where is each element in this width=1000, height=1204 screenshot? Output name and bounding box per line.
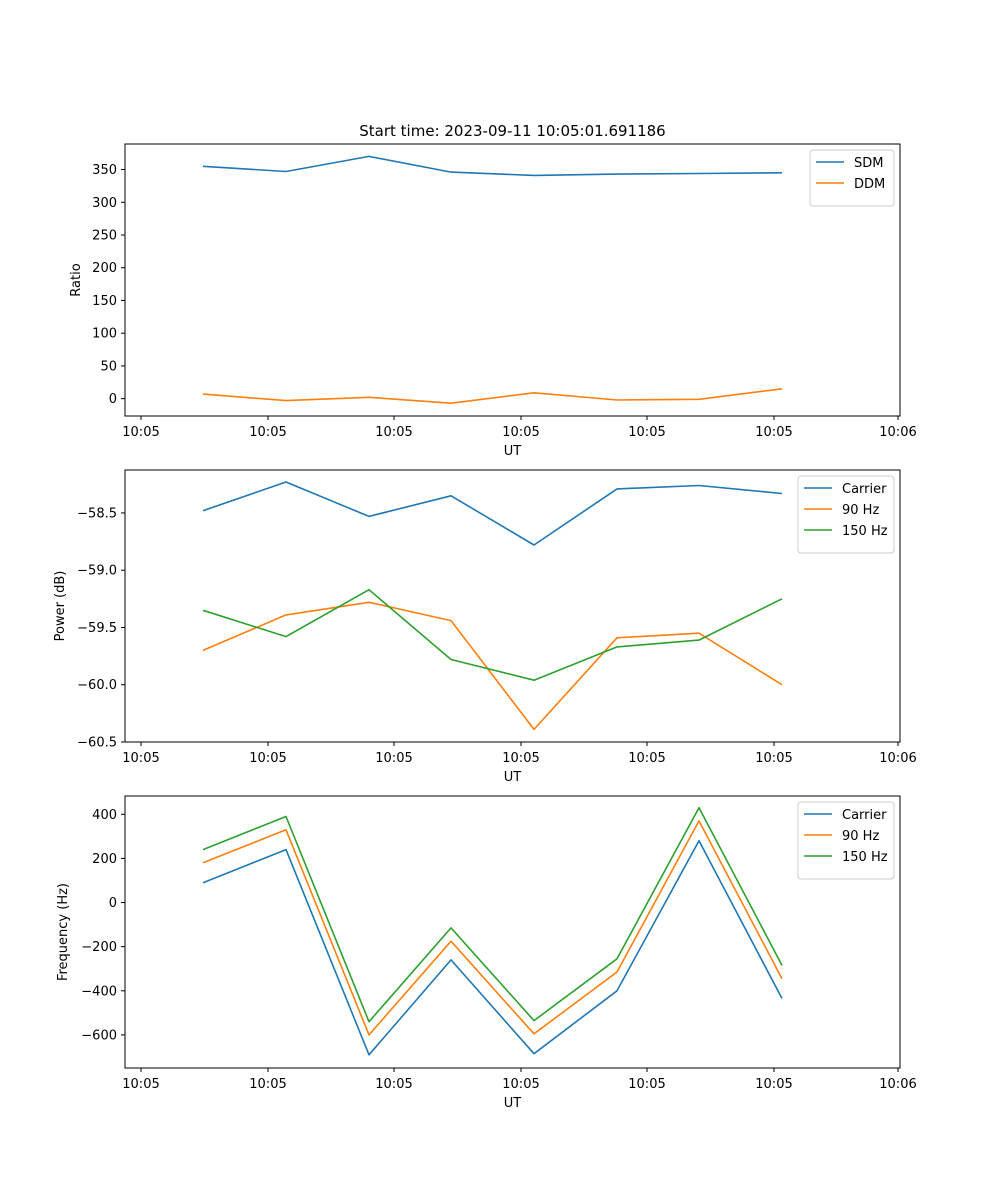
- x-tick-label: 10:05: [122, 751, 159, 766]
- chart-title: Start time: 2023-09-11 10:05:01.691186: [359, 122, 665, 140]
- x-tick-label: 10:06: [879, 425, 916, 440]
- y-tick-label: 0: [109, 896, 117, 911]
- legend-label: 150 Hz: [842, 850, 888, 865]
- legend: SDM DDM: [809, 149, 895, 207]
- y-tick-label: 200: [92, 261, 117, 276]
- series-line-carrier: [202, 481, 783, 546]
- y-tick-label: 50: [100, 359, 117, 374]
- legend-label: 90 Hz: [842, 829, 879, 844]
- axes-frame: [124, 469, 901, 743]
- panel-2: 10:0510:0510:0510:0510:0510:0510:0610:05…: [53, 469, 917, 785]
- y-tick-label: 350: [92, 163, 117, 178]
- x-tick-label: 10:05: [502, 1077, 539, 1092]
- y-axis-label: Ratio: [69, 263, 84, 296]
- x-tick-label: 10:05: [502, 425, 539, 440]
- legend-frame: [797, 475, 895, 554]
- panel-1: Start time: 2023-09-11 10:05:01.691186 10…: [69, 122, 917, 459]
- x-tick-label: 10:05: [628, 1077, 665, 1092]
- axes-frame: [124, 143, 901, 417]
- y-tick-label: 0: [109, 392, 117, 407]
- y-axis-label: Frequency (Hz): [56, 883, 71, 981]
- series-line-ddm: [202, 388, 783, 405]
- series-line-sdm: [202, 155, 783, 177]
- legend: Carrier 90 Hz 150 Hz: [797, 475, 895, 554]
- x-tick-label: 10:05: [375, 425, 412, 440]
- series-line-90-hz: [202, 820, 783, 1036]
- series-line-carrier: [202, 839, 783, 1056]
- series-line-150-hz: [202, 806, 783, 1023]
- x-tick-label: 10:05: [628, 425, 665, 440]
- x-tick-label: 10:05: [249, 1077, 286, 1092]
- series-line-150-hz: [202, 588, 783, 682]
- x-tick-label: 10:05: [122, 425, 159, 440]
- y-tick-label: −60.5: [77, 736, 117, 751]
- x-tick-label: 10:05: [755, 425, 792, 440]
- y-tick-label: −60.0: [77, 678, 117, 693]
- y-tick-label: −200: [81, 940, 117, 955]
- x-axis-label: UT: [504, 770, 522, 785]
- legend-label: SDM: [854, 156, 883, 171]
- x-tick-label: 10:05: [375, 751, 412, 766]
- legend-label: Carrier: [842, 482, 887, 497]
- y-tick-label: −400: [81, 984, 117, 999]
- x-axis-label: UT: [504, 444, 522, 459]
- x-tick-label: 10:05: [755, 1077, 792, 1092]
- y-tick-label: −59.0: [77, 564, 117, 579]
- y-tick-label: 150: [92, 294, 117, 309]
- x-axis-label: UT: [504, 1096, 522, 1111]
- y-tick-label: 200: [92, 852, 117, 867]
- legend-label: 90 Hz: [842, 503, 879, 518]
- legend: Carrier 90 Hz 150 Hz: [797, 801, 895, 880]
- y-tick-label: 400: [92, 808, 117, 823]
- y-tick-label: 250: [92, 228, 117, 243]
- y-tick-label: −600: [81, 1028, 117, 1043]
- x-tick-label: 10:05: [122, 1077, 159, 1092]
- x-tick-label: 10:05: [502, 751, 539, 766]
- y-tick-label: −59.5: [77, 621, 117, 636]
- x-tick-label: 10:05: [755, 751, 792, 766]
- legend-label: 150 Hz: [842, 524, 888, 539]
- legend-frame: [809, 149, 895, 207]
- x-tick-label: 10:05: [249, 425, 286, 440]
- y-tick-label: 300: [92, 196, 117, 211]
- axes-frame: [124, 795, 901, 1069]
- x-tick-label: 10:06: [879, 751, 916, 766]
- legend-label: DDM: [854, 177, 885, 192]
- x-tick-label: 10:06: [879, 1077, 916, 1092]
- y-tick-label: −58.5: [77, 506, 117, 521]
- x-tick-label: 10:05: [249, 751, 286, 766]
- y-axis-label: Power (dB): [53, 571, 68, 642]
- legend-label: Carrier: [842, 808, 887, 823]
- series-line-90-hz: [202, 601, 783, 731]
- x-tick-label: 10:05: [375, 1077, 412, 1092]
- x-tick-label: 10:05: [628, 751, 665, 766]
- y-tick-label: 100: [92, 327, 117, 342]
- legend-frame: [797, 801, 895, 880]
- panel-3: 10:0510:0510:0510:0510:0510:0510:0610:05…: [56, 795, 917, 1111]
